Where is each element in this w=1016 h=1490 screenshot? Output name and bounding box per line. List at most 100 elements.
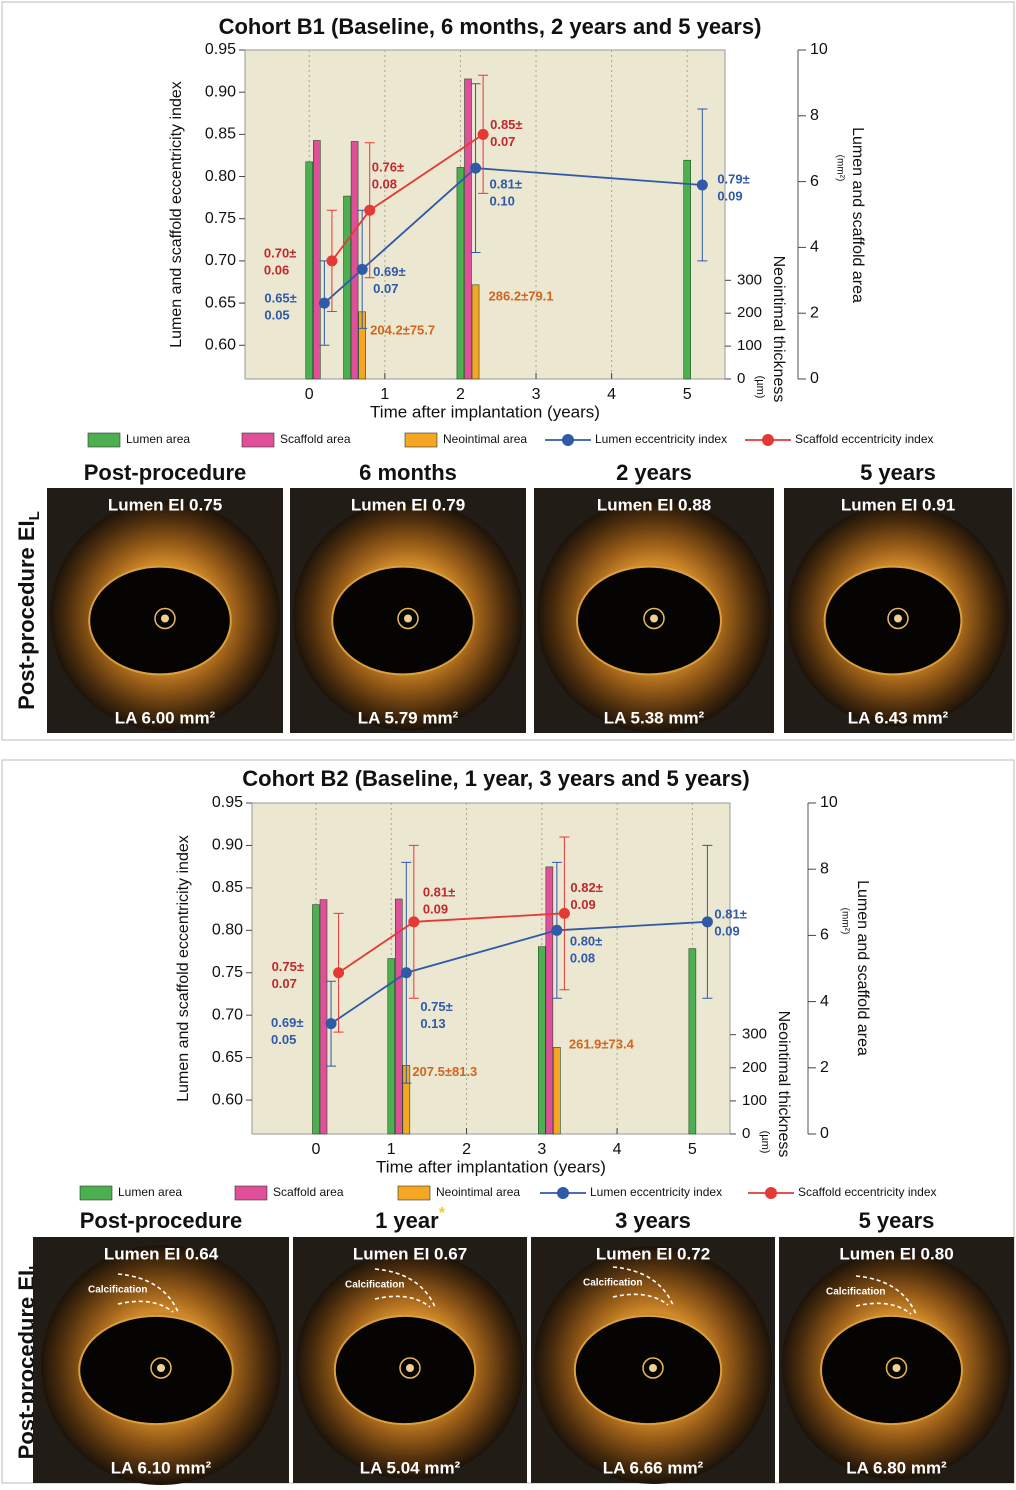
image-title: 1 year*: [375, 1205, 446, 1233]
x-axis-label: Time after implantation (years): [376, 1157, 606, 1176]
value-label: 0.76±: [372, 160, 404, 175]
point: [326, 1018, 337, 1029]
value-label: 0.81±: [714, 906, 746, 921]
bar: [313, 140, 320, 379]
legend-label: Lumen area: [118, 1185, 182, 1199]
error-label: 0.07: [272, 976, 297, 991]
y-tick-label: 0.65: [205, 294, 236, 311]
point: [326, 255, 337, 266]
bar: [546, 867, 553, 1134]
error-label: 0.07: [490, 134, 515, 149]
error-label: 0.09: [717, 188, 742, 203]
lumen-ei: Lumen EI 0.91: [841, 495, 955, 514]
lumen-ei: Lumen EI 0.75: [108, 495, 222, 514]
value-label: 261.9±73.4: [569, 1037, 635, 1052]
value-label: 0.70±: [264, 245, 296, 260]
legend-swatch: [88, 433, 120, 447]
y2-tick-label: 8: [820, 860, 829, 877]
y-tick-label: 0.70: [212, 1006, 243, 1023]
oct-catheter: [404, 615, 412, 623]
y2-tick-label: 10: [810, 41, 828, 58]
annotation: Calcification: [88, 1285, 147, 1296]
legend-label: Scaffold eccentricity index: [798, 1185, 937, 1199]
lumen-area: LA 6.66 mm²: [603, 1458, 704, 1477]
lumen-ei: Lumen EI 0.72: [596, 1244, 710, 1263]
image-title: 2 years: [616, 460, 692, 485]
legend-label: Neointimal area: [443, 432, 527, 446]
legend-marker: [557, 1187, 569, 1199]
bar: [344, 196, 351, 379]
y3-tick-label: 0: [742, 1125, 750, 1142]
oct-lumen: [332, 567, 474, 675]
oct-catheter: [894, 615, 902, 623]
bar: [306, 162, 313, 379]
x-tick-label: 4: [607, 386, 616, 403]
legend-label: Scaffold area: [280, 432, 351, 446]
bar: [689, 949, 696, 1134]
y-axis-label: Lumen and scaffold eccentricity index: [168, 81, 185, 348]
x-tick-label: 3: [532, 386, 541, 403]
y-tick-label: 0.70: [205, 252, 236, 269]
image-title: 5 years: [860, 460, 936, 485]
y2-axis-label: Lumen and scaffold area: [849, 127, 866, 303]
lumen-area: LA 6.43 mm²: [848, 708, 949, 727]
y-tick-label: 0.85: [212, 879, 243, 896]
row-label: Post-procedure EIL: [14, 511, 43, 710]
oct-lumen: [335, 1316, 475, 1424]
image-title-text: Post-procedure: [80, 1208, 243, 1233]
error-label: 0.05: [264, 308, 289, 323]
x-tick-label: 1: [380, 386, 389, 403]
bar: [312, 905, 319, 1134]
lumen-area: LA 5.38 mm²: [604, 708, 705, 727]
image-title: Post-procedure: [80, 1208, 243, 1233]
point: [470, 163, 481, 174]
value-label: 0.75±: [420, 999, 452, 1014]
point: [357, 264, 368, 275]
y-tick-label: 0.95: [212, 794, 243, 811]
legend-swatch: [235, 1186, 267, 1200]
image-title-text: 1 year: [375, 1208, 439, 1233]
value-label: 207.5±81.3: [412, 1064, 477, 1079]
value-label: 0.79±: [717, 171, 749, 186]
lumen-ei: Lumen EI 0.79: [351, 495, 465, 514]
legend-marker: [765, 1187, 777, 1199]
y-tick-label: 0.90: [212, 837, 243, 854]
value-label: 0.65±: [264, 291, 296, 306]
annotation: Calcification: [345, 1280, 404, 1291]
point: [559, 908, 570, 919]
x-tick-label: 0: [305, 386, 314, 403]
y2-tick-label: 4: [820, 993, 829, 1010]
bar: [538, 947, 545, 1134]
value-label: 0.80±: [570, 934, 602, 949]
legend-label: Scaffold area: [273, 1185, 344, 1199]
oct-catheter: [406, 1364, 414, 1372]
oct-lumen: [79, 1316, 233, 1424]
y2-axis-unit: (mm²): [839, 908, 850, 935]
image-title: 3 years: [615, 1208, 691, 1233]
lumen-ei: Lumen EI 0.80: [839, 1244, 953, 1263]
y2-tick-label: 4: [810, 239, 819, 256]
y3-axis-label: Neointimal thickness: [775, 1011, 792, 1158]
y2-tick-label: 0: [810, 370, 819, 387]
lumen-ei: Lumen EI 0.64: [104, 1244, 219, 1263]
image-title: 5 years: [859, 1208, 935, 1233]
y-tick-label: 0.80: [205, 168, 236, 185]
y3-axis-unit: (µm): [754, 376, 766, 399]
y2-tick-label: 8: [810, 107, 819, 124]
chart-title: Cohort B1 (Baseline, 6 months, 2 years a…: [219, 14, 762, 39]
y3-axis-label: Neointimal thickness: [770, 256, 787, 403]
chart-title: Cohort B2 (Baseline, 1 year, 3 years and…: [242, 766, 749, 791]
value-label: 0.85±: [490, 117, 522, 132]
point: [478, 129, 489, 140]
legend-marker: [562, 434, 574, 446]
annotation: Calcification: [826, 1287, 885, 1298]
x-tick-label: 5: [683, 386, 692, 403]
y-tick-label: 0.65: [212, 1049, 243, 1066]
point: [333, 967, 344, 978]
y-tick-label: 0.85: [205, 126, 236, 143]
image-title-text: 5 years: [860, 460, 936, 485]
x-tick-label: 5: [688, 1141, 697, 1158]
legend-label: Lumen eccentricity index: [595, 432, 727, 446]
y3-tick-label: 0: [737, 370, 745, 387]
image-title-text: Post-procedure: [84, 460, 247, 485]
